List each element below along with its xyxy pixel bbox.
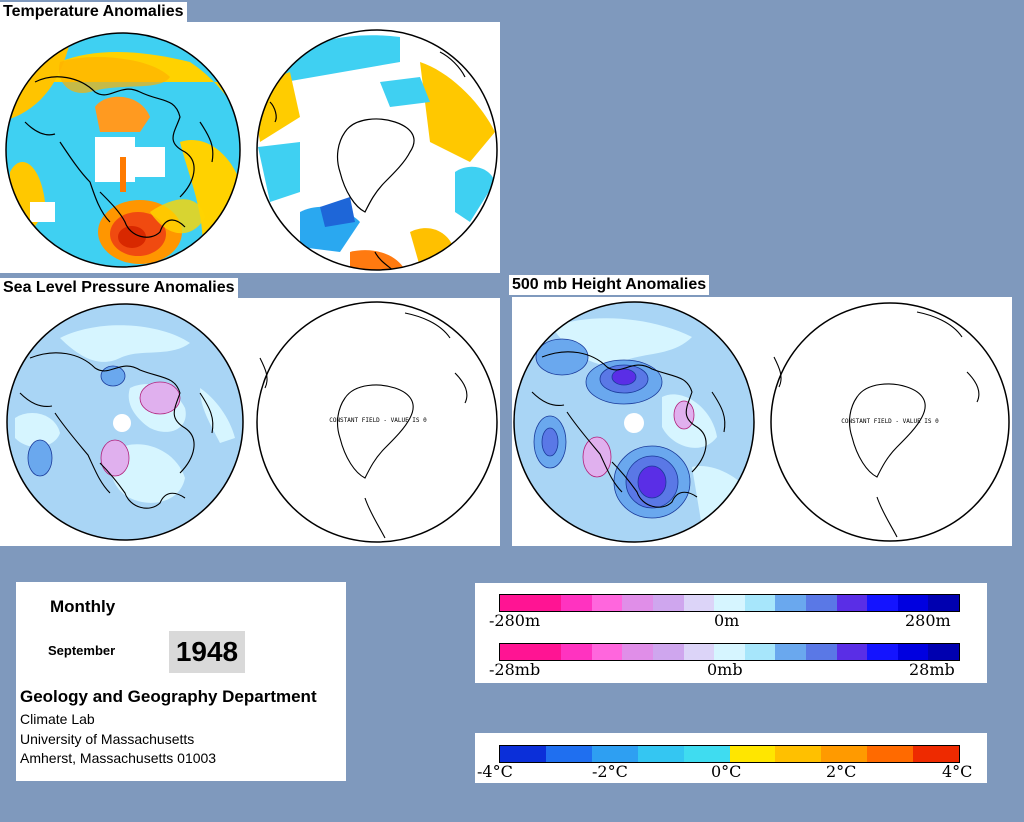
- pressure-legend-max: 28mb: [909, 660, 955, 679]
- height500-northern-hemisphere-map: [514, 302, 754, 542]
- height-pressure-legend-box: -280m 0m 280m -28mb 0mb 28mb: [475, 583, 987, 683]
- temperature-legend-swatch: [867, 746, 914, 762]
- height-legend-max: 280m: [905, 611, 951, 630]
- height-legend-swatch: [714, 595, 745, 611]
- temperature-legend-swatch: [683, 746, 730, 762]
- department-label: Geology and Geography Department: [20, 687, 317, 706]
- height-legend-swatch: [744, 595, 776, 611]
- height-legend-swatch: [591, 595, 623, 611]
- pressure-legend-swatch: [897, 644, 929, 660]
- year-label: 1948: [169, 631, 245, 673]
- temperature-legend-neg2: -2°C: [592, 762, 628, 781]
- slp-constant-field-annotation: CONSTANT FIELD - VALUE IS 0: [329, 417, 427, 424]
- height500-constant-field-annotation: CONSTANT FIELD - VALUE IS 0: [841, 418, 939, 425]
- pressure-legend-swatch: [622, 644, 653, 660]
- height-legend-swatch: [897, 595, 929, 611]
- height-color-bar: [499, 594, 960, 612]
- height-legend-swatch: [561, 595, 592, 611]
- pressure-legend-swatch: [652, 644, 684, 660]
- university-label: University of Massachusetts: [20, 731, 195, 747]
- height-legend-swatch: [652, 595, 684, 611]
- height-legend-swatch: [500, 595, 531, 611]
- height-legend-swatch: [928, 595, 959, 611]
- height-legend-swatch: [530, 595, 562, 611]
- pressure-legend-swatch: [591, 644, 623, 660]
- period-label: Monthly: [50, 597, 116, 616]
- pressure-legend-swatch: [683, 644, 715, 660]
- pressure-legend-swatch: [500, 644, 531, 660]
- height-legend-mid: 0m: [714, 611, 740, 630]
- temperature-legend-swatch: [775, 746, 822, 762]
- height-legend-swatch: [775, 595, 806, 611]
- temperature-northern-hemisphere-map: [6, 33, 240, 267]
- temperature-color-bar: [499, 745, 960, 763]
- height-legend-swatch: [867, 595, 898, 611]
- pressure-legend-swatch: [561, 644, 592, 660]
- pressure-legend-swatch: [530, 644, 562, 660]
- pressure-legend-swatch: [805, 644, 837, 660]
- temperature-maps-panel: [0, 22, 500, 273]
- temperature-legend-swatch: [545, 746, 592, 762]
- pressure-legend-swatch: [744, 644, 776, 660]
- pressure-legend-min: -28mb: [489, 660, 541, 679]
- height500-maps-panel: CONSTANT FIELD - VALUE IS 0: [512, 297, 1012, 546]
- temperature-legend-swatch: [591, 746, 638, 762]
- address-label: Amherst, Massachusetts 01003: [20, 750, 217, 766]
- temperature-legend-swatch: [637, 746, 684, 762]
- temperature-southern-hemisphere-map: [257, 30, 497, 270]
- temperature-legend-zero: 0°C: [711, 762, 742, 781]
- slp-southern-hemisphere-map: [256, 301, 498, 543]
- height-legend-swatch: [805, 595, 837, 611]
- info-box: Monthly September 1948 Geology and Geogr…: [16, 582, 346, 781]
- temperature-legend-pos4: 4°C: [942, 762, 973, 781]
- month-label: September: [48, 643, 116, 658]
- temperature-legend-neg4: -4°C: [477, 762, 513, 781]
- height-legend-swatch: [683, 595, 715, 611]
- height-legend-swatch: [836, 595, 868, 611]
- pressure-legend-swatch: [836, 644, 868, 660]
- pressure-legend-swatch: [714, 644, 745, 660]
- temperature-panel-title: Temperature Anomalies: [0, 2, 187, 22]
- temperature-legend-swatch: [913, 746, 960, 762]
- pressure-legend-swatch: [928, 644, 959, 660]
- slp-maps-panel: CONSTANT FIELD - VALUE IS 0: [0, 298, 500, 546]
- temperature-legend-swatch: [500, 746, 546, 762]
- temperature-legend-pos2: 2°C: [826, 762, 857, 781]
- lab-label: Climate Lab: [20, 711, 95, 727]
- slp-panel-title: Sea Level Pressure Anomalies: [0, 278, 238, 298]
- height-legend-swatch: [622, 595, 653, 611]
- height500-panel-title: 500 mb Height Anomalies: [509, 275, 710, 295]
- pressure-color-bar: [499, 643, 960, 661]
- temperature-legend-swatch: [821, 746, 868, 762]
- height-legend-min: -280m: [489, 611, 541, 630]
- height500-southern-hemisphere-map: [770, 302, 1010, 542]
- slp-northern-hemisphere-map: [7, 304, 243, 540]
- pressure-legend-mid: 0mb: [707, 660, 743, 679]
- pressure-legend-swatch: [775, 644, 806, 660]
- temperature-legend-box: -4°C -2°C 0°C 2°C 4°C: [475, 733, 987, 783]
- pressure-legend-swatch: [867, 644, 898, 660]
- temperature-legend-swatch: [729, 746, 776, 762]
